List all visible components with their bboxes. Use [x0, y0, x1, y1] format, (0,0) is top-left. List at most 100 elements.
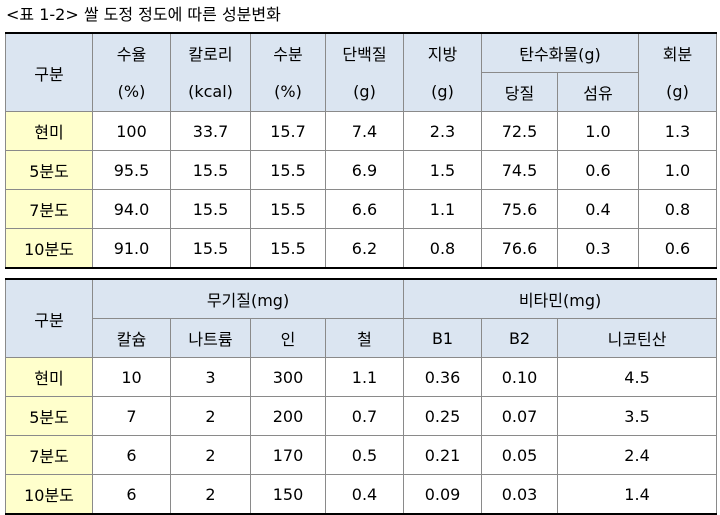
header-row: 구분 수율 칼로리 수분 단백질 지방 탄수화물(g) 회분 [5, 32, 717, 112]
header-cell: 무기질(mg) [91, 278, 405, 319]
data-cell: 3.5 [557, 396, 718, 436]
data-row: 7분도 94.0 15.5 15.5 6.6 1.1 75.6 0.4 0.8 [5, 189, 717, 229]
data-cell: 0.5 [324, 435, 405, 475]
data-cell: 1.1 [324, 357, 405, 397]
data-cell: 0.6 [638, 228, 717, 269]
data-cell: 75.6 [481, 189, 558, 229]
data-cell: 6.6 [325, 189, 404, 229]
data-cell: 100 [92, 111, 171, 151]
header-cell: 구분 [5, 278, 93, 358]
data-cell: 2 [170, 474, 251, 515]
header-cell: B2 [481, 318, 559, 358]
data-cell: 7.4 [325, 111, 404, 151]
data-cell: 0.4 [324, 474, 405, 515]
data-cell: 1.5 [403, 150, 482, 190]
data-cell: 1.0 [638, 150, 717, 190]
row-label: 현미 [5, 357, 93, 397]
data-cell: 15.7 [250, 111, 326, 151]
data-cell: 0.36 [403, 357, 483, 397]
header-cell: 비타민(mg) [403, 278, 718, 319]
data-cell: 150 [250, 474, 326, 515]
data-cell: 74.5 [481, 150, 558, 190]
data-cell: 1.1 [403, 189, 482, 229]
header-cell: 섬유 [557, 72, 639, 112]
header-row: 구분 무기질(mg) 비타민(mg) [5, 278, 718, 358]
table-title: <표 1-2> 쌀 도정 정도에 따른 성분변화 [6, 5, 281, 24]
data-row: 5분도 7 2 200 0.7 0.25 0.07 3.5 [5, 396, 718, 436]
data-cell: 2 [170, 435, 251, 475]
data-cell: 10 [92, 357, 171, 397]
data-row: 현미 10 3 300 1.1 0.36 0.10 4.5 [5, 357, 718, 397]
header-cell: 탄수화물(g) [481, 32, 639, 73]
row-label: 7분도 [5, 435, 93, 475]
data-cell: 200 [250, 396, 326, 436]
data-cell: 0.10 [481, 357, 559, 397]
header-cell: (%) [92, 72, 171, 112]
table-2: 구분 무기질(mg) 비타민(mg) 칼슘 나트륨 인 철 B1 B2 니코틴산… [5, 278, 718, 515]
data-cell: 0.7 [324, 396, 405, 436]
header-cell: 칼로리 [170, 32, 251, 73]
data-cell: 0.6 [557, 150, 639, 190]
data-cell: 1.3 [638, 111, 717, 151]
data-cell: 4.5 [557, 357, 718, 397]
header-cell: 나트륨 [170, 318, 251, 358]
data-cell: 15.5 [250, 228, 326, 269]
data-cell: 0.09 [403, 474, 483, 515]
data-cell: 0.3 [557, 228, 639, 269]
row-label: 5분도 [5, 150, 93, 190]
header-cell: 수분 [250, 32, 326, 73]
row-label: 10분도 [5, 228, 93, 269]
data-cell: 94.0 [92, 189, 171, 229]
row-label: 7분도 [5, 189, 93, 229]
data-cell: 95.5 [92, 150, 171, 190]
data-cell: 1.4 [557, 474, 718, 515]
header-cell: (g) [325, 72, 404, 112]
header-cell: 수율 [92, 32, 171, 73]
header-cell: (g) [403, 72, 482, 112]
data-cell: 0.05 [481, 435, 559, 475]
data-cell: 7 [92, 396, 171, 436]
row-label: 5분도 [5, 396, 93, 436]
data-cell: 15.5 [250, 189, 326, 229]
data-cell: 2 [170, 396, 251, 436]
data-cell: 0.21 [403, 435, 483, 475]
header-cell: 회분 [638, 32, 717, 73]
header-cell: 구분 [5, 32, 93, 112]
data-cell: 0.25 [403, 396, 483, 436]
data-cell: 170 [250, 435, 326, 475]
row-label: 10분도 [5, 474, 93, 515]
header-cell: B1 [403, 318, 483, 358]
data-cell: 15.5 [250, 150, 326, 190]
data-row: 5분도 95.5 15.5 15.5 6.9 1.5 74.5 0.6 1.0 [5, 150, 717, 190]
header-cell: 지방 [403, 32, 482, 73]
data-cell: 15.5 [170, 189, 251, 229]
data-cell: 76.6 [481, 228, 558, 269]
header-row: 칼슘 나트륨 인 철 B1 B2 니코틴산 [6, 318, 718, 358]
data-cell: 6.2 [325, 228, 404, 269]
data-cell: 2.3 [403, 111, 482, 151]
data-cell: 0.8 [638, 189, 717, 229]
data-cell: 2.4 [557, 435, 718, 475]
data-cell: 6.9 [325, 150, 404, 190]
header-cell: 당질 [481, 72, 558, 112]
header-cell: 니코틴산 [557, 318, 718, 358]
data-cell: 91.0 [92, 228, 171, 269]
data-cell: 0.03 [481, 474, 559, 515]
data-row: 10분도 91.0 15.5 15.5 6.2 0.8 76.6 0.3 0.6 [5, 228, 717, 269]
row-label: 현미 [5, 111, 93, 151]
data-row: 현미 100 33.7 15.7 7.4 2.3 72.5 1.0 1.3 [5, 111, 717, 151]
data-cell: 0.8 [403, 228, 482, 269]
data-cell: 0.07 [481, 396, 559, 436]
data-cell: 33.7 [170, 111, 251, 151]
data-cell: 0.4 [557, 189, 639, 229]
data-cell: 6 [92, 474, 171, 515]
data-cell: 15.5 [170, 228, 251, 269]
header-cell: (%) [250, 72, 326, 112]
table-1: 구분 수율 칼로리 수분 단백질 지방 탄수화물(g) 회분 (%) (kcal… [5, 32, 717, 269]
data-cell: 6 [92, 435, 171, 475]
header-cell: 단백질 [325, 32, 404, 73]
data-cell: 72.5 [481, 111, 558, 151]
data-cell: 3 [170, 357, 251, 397]
data-cell: 15.5 [170, 150, 251, 190]
